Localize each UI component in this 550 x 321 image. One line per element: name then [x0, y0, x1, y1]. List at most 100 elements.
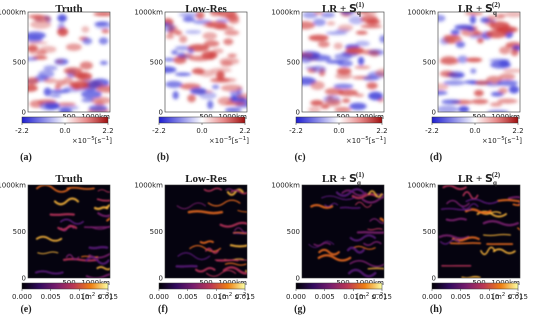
blob	[337, 24, 354, 32]
unit-text: ]	[383, 137, 386, 145]
blob	[94, 20, 110, 30]
filament	[497, 198, 520, 203]
title-sup: (1)	[356, 1, 365, 9]
panel-frame	[437, 184, 521, 279]
blob	[441, 99, 461, 105]
y-tick-label: 1000km	[407, 182, 436, 190]
blob	[165, 57, 176, 62]
blob	[499, 46, 511, 55]
field-image	[28, 185, 110, 278]
filament	[438, 234, 470, 240]
filament	[59, 218, 84, 225]
blob	[202, 32, 218, 40]
panel-title: Truth	[55, 3, 82, 15]
blob	[497, 98, 518, 104]
filament	[176, 202, 206, 210]
filament	[229, 244, 247, 248]
colorbar-tick-label: -2.2	[289, 127, 303, 135]
colorbar-tick-label: 0.000	[149, 293, 169, 301]
blob	[325, 59, 344, 64]
blob	[191, 68, 205, 75]
blob	[39, 101, 60, 111]
energy-filaments	[175, 187, 247, 277]
filament	[57, 225, 78, 231]
panel-letter: (h)	[430, 304, 442, 315]
blob	[43, 77, 57, 84]
title-text: LR +	[322, 173, 349, 185]
field-image	[165, 185, 247, 278]
blob	[342, 98, 351, 103]
blob	[185, 30, 202, 34]
unit-text: ]	[246, 137, 249, 145]
filament	[335, 188, 365, 197]
filament	[97, 212, 110, 218]
panel-letter: (a)	[20, 152, 32, 163]
colorbar	[158, 116, 246, 124]
blob	[497, 13, 505, 18]
y-tick-label: 500	[423, 228, 436, 236]
colorbar-tick-label: 0.010	[206, 293, 226, 301]
colorbar-tick-label: 2.2	[376, 127, 387, 135]
blob	[209, 12, 221, 17]
filament	[62, 258, 99, 262]
blob	[470, 68, 477, 74]
filament	[363, 241, 382, 246]
blob	[224, 29, 240, 36]
blob	[165, 66, 177, 74]
blob	[63, 76, 74, 85]
filament	[482, 220, 520, 227]
unit-text: [s	[95, 137, 102, 145]
blob	[43, 87, 52, 97]
blob	[38, 70, 55, 78]
filament	[369, 218, 384, 224]
panel-letter: (d)	[430, 152, 442, 163]
unit-sup: −5	[497, 136, 506, 142]
filament	[324, 202, 339, 208]
unit-text: ]	[519, 293, 522, 301]
blob	[485, 29, 508, 39]
colorbar-tick-label: 0.005	[451, 293, 471, 301]
blob	[368, 91, 383, 101]
unit-sup: −5	[224, 136, 233, 142]
y-tick-label: 0	[22, 275, 26, 283]
blob	[369, 50, 380, 57]
blob	[443, 34, 461, 39]
blob	[438, 90, 448, 96]
filament	[66, 186, 95, 190]
blob	[355, 40, 370, 47]
blob	[28, 31, 46, 40]
filament	[49, 213, 75, 217]
panel-title: Truth	[55, 173, 82, 185]
blob	[57, 27, 69, 37]
blob	[172, 91, 179, 100]
blob	[188, 55, 211, 62]
colorbar-tick-label: 0.015	[372, 293, 392, 301]
blob	[348, 15, 364, 25]
blob	[82, 37, 93, 45]
blob	[33, 15, 51, 22]
blob	[216, 78, 237, 83]
filament	[367, 267, 384, 270]
blob	[450, 29, 460, 35]
colorbar-unit: [m2 s−2]	[219, 292, 249, 301]
blob	[438, 14, 446, 22]
blob	[210, 67, 232, 73]
filament	[233, 231, 247, 235]
filament	[347, 268, 377, 278]
filament	[442, 185, 467, 191]
colorbar-tick-label: -2.2	[15, 127, 29, 135]
colorbar-unit: ×10−5[s−1]	[346, 136, 386, 145]
panel-frame	[301, 184, 385, 279]
filament	[318, 248, 340, 256]
field-image	[302, 185, 384, 278]
colorbar-tick-label: 0.000	[422, 293, 442, 301]
blob	[510, 48, 519, 57]
blob	[354, 65, 371, 70]
colorbar-tick-label: -2.2	[152, 127, 166, 135]
energy-filaments	[438, 185, 520, 278]
blob	[320, 104, 330, 109]
y-tick-label: 1000km	[407, 9, 436, 17]
blob	[227, 53, 237, 58]
filament	[367, 190, 383, 198]
